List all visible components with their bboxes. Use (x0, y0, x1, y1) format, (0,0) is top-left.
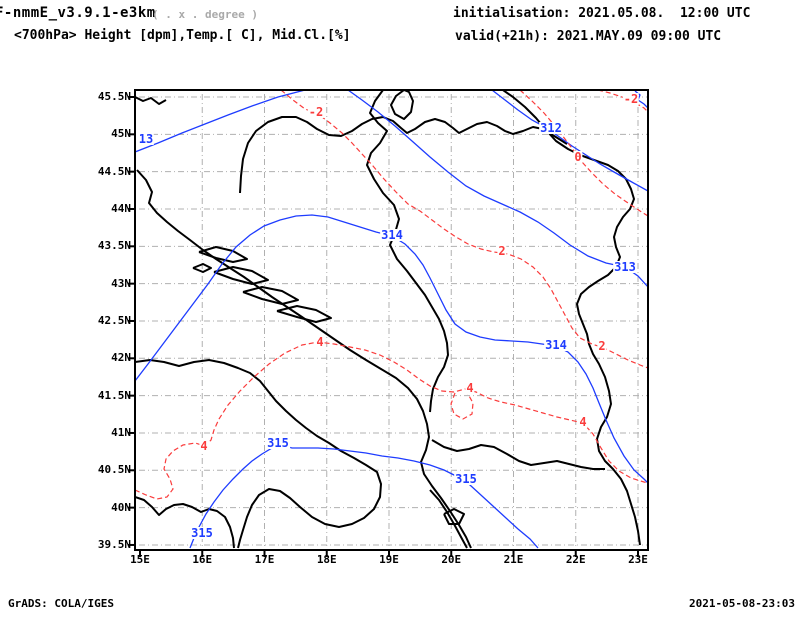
axis-label-lon: 16E (192, 553, 213, 566)
temp-contour-path (597, 90, 648, 113)
coastline-path (429, 489, 468, 549)
axis-label-lon: 19E (379, 553, 399, 566)
temp-contour-label: -2 (307, 105, 325, 119)
coastline-path (242, 286, 299, 305)
axis-label-lat: 44N (111, 201, 131, 215)
coastline-path (192, 263, 212, 273)
axis-label-lon: 15E (130, 553, 150, 566)
coastline-path (135, 496, 235, 549)
axis-label-lat: 40N (111, 500, 131, 514)
coastline-path (431, 439, 605, 470)
axis-label-lat: 40.5N (97, 463, 131, 477)
height-contour-path (491, 90, 648, 192)
map-frame (134, 89, 649, 551)
temp-contour-label: 0 (573, 150, 583, 164)
axis-label-lat: 39.5N (97, 537, 131, 551)
grads-credit: GrADS: COLA/IGES (8, 597, 114, 610)
height-contour-label: 315 (454, 472, 478, 486)
axis-label-lat: 42.5N (97, 313, 131, 327)
creation-timestamp: 2021-05-08-23:03 (689, 597, 795, 610)
coastline-path (443, 508, 465, 525)
axis-label-lat: 41N (111, 425, 131, 439)
model-resolution-note: ( . x . degree ) (152, 8, 258, 21)
temp-contour-label: -2 (622, 92, 640, 106)
height-contour-label: 314 (544, 338, 568, 352)
valid-time: valid(+21h): 2021.MAY.09 09:00 UTC (455, 29, 722, 44)
height-contour-path (189, 444, 539, 549)
height-contour-label: 313 (613, 260, 637, 274)
height-contour-label: 13 (137, 132, 155, 146)
model-title: F-nmmE_v3.9.1-e3km (0, 5, 156, 21)
coastline-path (198, 246, 248, 263)
height-contour-path (347, 90, 648, 288)
axis-label-lon: 23E (628, 553, 648, 566)
coastline-path (366, 90, 449, 413)
coastline-path (390, 90, 414, 120)
axis-label-lat: 44.5N (97, 164, 131, 178)
axis-label-lat: 45.5N (97, 90, 131, 103)
temp-contour-label: 4 (578, 415, 588, 429)
height-contour-label: 315 (266, 436, 290, 450)
temp-contour-label: 4 (199, 439, 209, 453)
height-contour-path (135, 214, 648, 484)
coastline-path (501, 90, 641, 546)
axis-label-lon: 17E (254, 553, 275, 566)
temp-contour-label: 4 (465, 381, 475, 395)
axis-label-lon: 18E (316, 553, 337, 566)
temp-contour-label: 2 (497, 244, 507, 258)
initialisation-time: initialisation: 2021.05.08. 12:00 UTC (453, 6, 751, 21)
height-contour-label: 315 (190, 526, 214, 540)
height-contour-path (135, 90, 306, 153)
axis-label-lat: 43N (111, 276, 131, 290)
temp-contour-label: 2 (597, 339, 607, 353)
axis-label-lat: 42N (111, 351, 131, 365)
temp-contour-label: 4 (315, 335, 325, 349)
coastline-path (136, 169, 472, 549)
coastline-path (135, 359, 382, 549)
coastline-path (276, 305, 332, 323)
axis-label-lat: 41.5N (97, 388, 131, 402)
coastline-path (213, 266, 269, 285)
coastline-path (135, 96, 167, 105)
temp-contour-path (280, 90, 648, 369)
axis-label-lon: 21E (503, 553, 524, 566)
axis-label-lon: 22E (565, 553, 586, 566)
height-contour-label: 312 (539, 121, 563, 135)
height-contour-label: 314 (380, 228, 404, 242)
axis-label-lon: 20E (441, 553, 462, 566)
temp-contour-path (450, 392, 474, 420)
axis-label-lat: 43.5N (97, 239, 131, 253)
temp-contour-path (519, 90, 648, 217)
temp-contour-path (135, 341, 648, 500)
coastline-path (239, 116, 568, 194)
field-title: <700hPa> Height [dpm],Temp.[ C], Mid.Cl.… (14, 28, 351, 43)
axis-label-lat: 45N (111, 127, 131, 141)
